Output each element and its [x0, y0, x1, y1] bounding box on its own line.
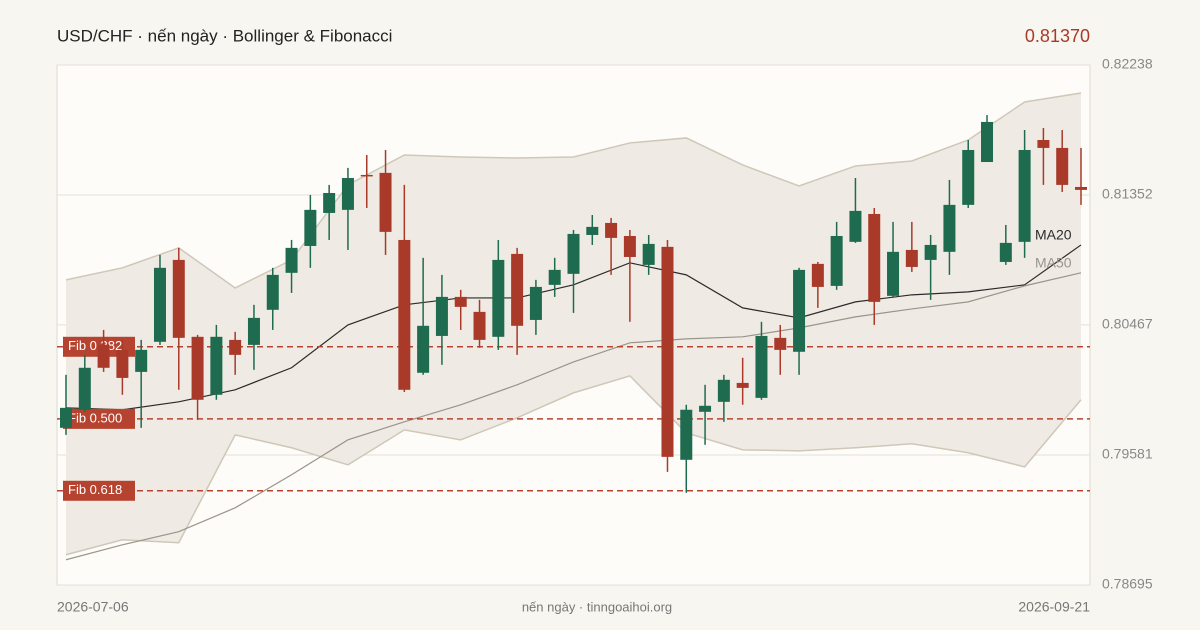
y-tick-label: 0.79581 [1102, 446, 1153, 462]
candle-body [266, 274, 279, 310]
last-price: 0.81370 [1025, 26, 1090, 46]
candle-body [323, 192, 336, 213]
candle-body [981, 121, 994, 163]
candle-body [285, 247, 298, 273]
fib-label-box [63, 408, 135, 429]
candle-body [435, 296, 448, 336]
candle-body [97, 344, 110, 368]
candle-body [398, 239, 411, 390]
bollinger-lower [65, 375, 1082, 556]
candle-body [529, 286, 542, 320]
y-tick-label: 0.80467 [1102, 316, 1153, 332]
candle-body [153, 267, 166, 342]
candle-body [623, 235, 636, 257]
ma-label: MA50 [1035, 255, 1072, 271]
candle-body [78, 367, 91, 410]
candle-body [1075, 186, 1087, 190]
candle-body [229, 339, 242, 355]
candle-body [492, 259, 505, 337]
ma-line [65, 272, 1082, 561]
candle-body [680, 409, 693, 460]
candle-body [661, 246, 674, 457]
candle-body [717, 379, 730, 402]
candle-body [247, 317, 260, 345]
candle-body [642, 243, 655, 265]
candle-body [887, 251, 900, 296]
candle-body [360, 174, 373, 177]
y-tick-label: 0.82238 [1102, 56, 1153, 72]
y-tick-label: 0.81352 [1102, 186, 1153, 202]
candle-body [1056, 147, 1069, 185]
candle-body [774, 337, 787, 350]
candle-body [699, 405, 712, 412]
candle-body [905, 249, 918, 267]
candle-body [830, 235, 843, 286]
y-tick-label: 0.78695 [1102, 576, 1153, 592]
bollinger-fill [66, 93, 1081, 555]
candle-body [567, 233, 580, 274]
candle-body [849, 210, 862, 242]
candle-body [999, 242, 1012, 262]
x-tick-label: 2026-09-21 [1018, 599, 1090, 615]
candle-body [135, 349, 148, 372]
candle-body [417, 325, 430, 373]
x-tick-label: 2026-07-06 [57, 599, 129, 615]
candle-body [924, 244, 937, 260]
candle-body [811, 263, 824, 287]
candle-body [1018, 149, 1031, 242]
candle-body [172, 259, 185, 338]
bollinger-upper [65, 92, 1082, 289]
candle-body [943, 204, 956, 252]
candle-body [379, 172, 392, 232]
fib-label: Fib 0.382 [68, 338, 122, 353]
candle-body [962, 149, 975, 205]
chart-title: USD/CHF · nến ngày · Bollinger & Fibonac… [57, 26, 392, 45]
candle-body [868, 213, 881, 302]
candle-body [60, 407, 72, 428]
candle-body [793, 269, 806, 352]
candle-body [1037, 139, 1050, 148]
candle-body [586, 226, 599, 235]
candle-body [548, 269, 561, 285]
candle-body [736, 382, 749, 388]
candle-body [304, 209, 317, 246]
fib-label: Fib 0.618 [68, 482, 122, 497]
fib-label: Fib 0.500 [68, 410, 122, 425]
candle-body [511, 253, 524, 326]
candle-body [473, 311, 486, 340]
fib-label-box [63, 480, 135, 501]
candle-body [210, 336, 223, 395]
candle-body [755, 335, 768, 398]
candle-body [605, 222, 618, 238]
candle-body [116, 349, 129, 378]
ma-label: MA20 [1035, 227, 1072, 243]
candle-body [341, 178, 354, 210]
candle-body [454, 296, 467, 307]
candle-body [191, 336, 204, 400]
footer: nến ngày · tinngoaihoi.org [522, 599, 672, 614]
